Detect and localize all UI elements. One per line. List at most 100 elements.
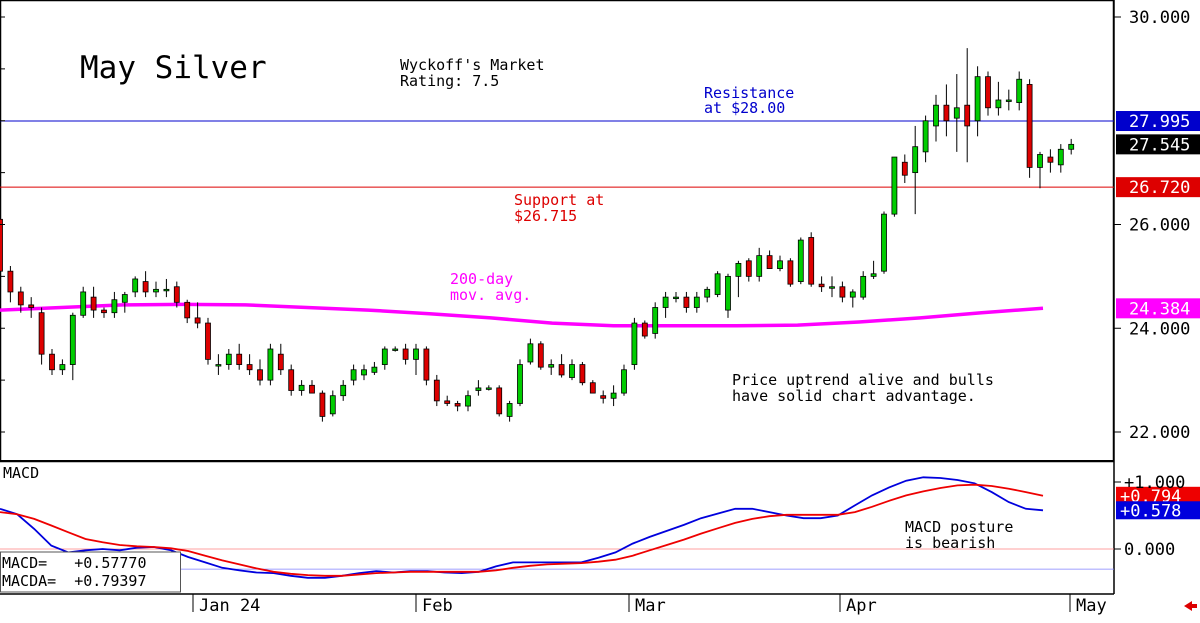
candle-body bbox=[683, 296, 690, 308]
price-tick-label: 22.000 bbox=[1129, 423, 1190, 443]
candle-body bbox=[28, 304, 35, 308]
candle bbox=[402, 343, 409, 365]
price-axis-ticks: 30.000 26.000 24.000 22.000 bbox=[0, 8, 1190, 443]
candle-body bbox=[1068, 143, 1075, 150]
moving-average-group bbox=[0, 302, 1044, 328]
candle bbox=[673, 291, 679, 303]
price-tag bbox=[1116, 177, 1200, 198]
candle bbox=[600, 390, 607, 404]
candle-body bbox=[787, 260, 794, 285]
candle-body bbox=[111, 299, 118, 314]
candle-body bbox=[631, 322, 638, 365]
candle bbox=[361, 364, 367, 381]
x-tick-label: May bbox=[1076, 596, 1107, 616]
back-arrow-icon[interactable] bbox=[1184, 601, 1197, 611]
candle-body bbox=[257, 369, 263, 381]
candle-body bbox=[80, 291, 87, 316]
price-tick-label: 30.000 bbox=[1129, 8, 1190, 28]
candle-body bbox=[371, 366, 378, 373]
candle bbox=[59, 359, 66, 375]
candle bbox=[829, 276, 835, 298]
candle bbox=[319, 390, 326, 422]
candle bbox=[995, 81, 1002, 116]
candle-body bbox=[1016, 78, 1023, 103]
candle-body bbox=[621, 369, 627, 394]
candle-body bbox=[641, 322, 648, 337]
candle bbox=[901, 154, 908, 183]
chart-title: May Silver bbox=[80, 50, 267, 86]
candle bbox=[922, 115, 929, 163]
candle-body bbox=[215, 364, 222, 367]
candle bbox=[662, 291, 669, 318]
resistance-label-line1: Resistance bbox=[704, 84, 794, 102]
candle-body bbox=[423, 348, 430, 381]
candle-body bbox=[194, 317, 201, 324]
macd-comment-line2: is bearish bbox=[905, 534, 995, 552]
candle bbox=[38, 307, 45, 365]
candle bbox=[267, 343, 274, 386]
candle-body bbox=[433, 379, 440, 402]
candle-body bbox=[485, 387, 492, 390]
candle-body bbox=[7, 270, 14, 293]
macd-readout-line1: MACD= +0.57770 bbox=[2, 554, 147, 572]
rating-line2: Rating: 7.5 bbox=[400, 72, 499, 90]
candle-body bbox=[38, 312, 45, 355]
candle bbox=[413, 343, 419, 375]
candle bbox=[631, 317, 638, 370]
candle bbox=[704, 286, 711, 303]
price-tag-label: 27.995 bbox=[1129, 112, 1190, 132]
candle bbox=[548, 359, 555, 375]
candle-body bbox=[1037, 154, 1043, 168]
candle bbox=[309, 380, 315, 394]
price-tag bbox=[1116, 111, 1200, 132]
candle bbox=[173, 281, 180, 308]
candle-body bbox=[860, 275, 867, 298]
candle bbox=[558, 354, 565, 378]
candle bbox=[329, 390, 336, 417]
candle-body bbox=[246, 364, 253, 371]
candle-body bbox=[881, 213, 887, 272]
candle-body bbox=[953, 107, 960, 119]
candle-body bbox=[1005, 99, 1012, 102]
candle-body bbox=[912, 146, 919, 174]
candle bbox=[288, 364, 295, 396]
comment-line2: have solid chart advantage. bbox=[732, 387, 976, 405]
candle bbox=[693, 291, 700, 313]
candle-body bbox=[444, 400, 451, 404]
candle-body bbox=[298, 384, 305, 391]
candle-body bbox=[995, 99, 1002, 109]
candle bbox=[257, 359, 263, 386]
candle bbox=[194, 302, 201, 329]
candle-body bbox=[797, 239, 804, 282]
candle bbox=[943, 84, 950, 137]
support-label-line2: $26.715 bbox=[514, 207, 577, 225]
candle-body bbox=[548, 364, 555, 368]
candle bbox=[28, 297, 35, 318]
candle bbox=[101, 307, 107, 318]
candle-body bbox=[579, 364, 586, 384]
candle-body bbox=[506, 403, 513, 417]
candle bbox=[860, 271, 867, 300]
candle bbox=[912, 125, 919, 215]
macd-tick-label: 0.000 bbox=[1124, 540, 1175, 560]
candle bbox=[953, 74, 960, 152]
candle-body bbox=[267, 348, 274, 381]
candle-body bbox=[402, 348, 409, 360]
candle bbox=[277, 343, 284, 375]
price-tick-label: 24.000 bbox=[1129, 319, 1190, 339]
price-tag-label: 27.545 bbox=[1129, 135, 1190, 155]
candle-body bbox=[329, 395, 336, 415]
candle bbox=[496, 385, 503, 417]
candle bbox=[714, 271, 721, 298]
candle-body bbox=[1026, 84, 1033, 168]
candle-body bbox=[225, 353, 232, 365]
candle-body bbox=[340, 384, 347, 397]
candle bbox=[142, 271, 149, 298]
price-tick-label: 26.000 bbox=[1129, 216, 1190, 236]
candle-body bbox=[693, 296, 700, 308]
candle bbox=[371, 361, 378, 375]
candle bbox=[569, 359, 575, 381]
candle bbox=[17, 286, 24, 313]
ma-label-line2: mov. avg. bbox=[450, 286, 531, 304]
candle bbox=[839, 281, 846, 303]
